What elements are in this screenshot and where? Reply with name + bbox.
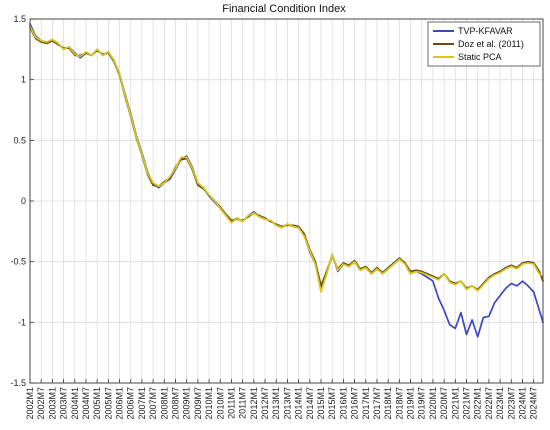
x-tick-label: 2002M7 <box>36 387 46 420</box>
chart-title: Financial Condition Index <box>222 3 346 15</box>
x-tick-label: 2022M7 <box>484 387 494 420</box>
x-tick-label: 2011M7 <box>238 387 248 419</box>
y-tick-label: 1.5 <box>13 14 26 24</box>
x-tick-label: 2012M1 <box>249 387 259 420</box>
x-tick-label: 2008M1 <box>159 387 169 420</box>
x-tick-label: 2007M1 <box>137 387 147 420</box>
x-tick-label: 2008M7 <box>171 387 181 420</box>
legend-label: Static PCA <box>458 52 502 62</box>
x-tick-label: 2003M7 <box>59 387 69 420</box>
series-lines <box>29 23 544 338</box>
x-tick-label: 2006M1 <box>115 387 125 420</box>
x-tick-label: 2019M1 <box>406 387 416 420</box>
y-tick-label: -1 <box>18 317 26 327</box>
x-tick-label: 2021M1 <box>450 387 460 420</box>
x-tick-label: 2023M1 <box>495 387 505 420</box>
x-tick-label: 2005M7 <box>103 387 113 420</box>
x-tick-label: 2014M1 <box>294 387 304 420</box>
x-tick-label: 2017M1 <box>361 387 371 420</box>
plot-area: 1.510.50-0.5-1-1.5 2002M1 2002M7 2003M1 200… <box>10 14 544 420</box>
x-tick-label: 2017M7 <box>372 387 382 420</box>
x-tick-label: 2014M7 <box>305 387 315 420</box>
x-tick-label: 2009M7 <box>193 387 203 420</box>
x-tick-label: 2021M7 <box>462 387 472 420</box>
x-tick-label: 2009M1 <box>182 387 192 420</box>
legend: TVP-KFAVAR Doz et al. (2011) Static PCA <box>427 21 541 67</box>
x-tick-label: 2018M7 <box>394 387 404 420</box>
x-tick-label: 2019M7 <box>417 387 427 420</box>
series-line-2 <box>29 25 544 293</box>
y-tick-label: -1.5 <box>10 378 26 388</box>
x-axis: 2002M1 2002M7 2003M1 2003M7 2004M1 2004M7 2005… <box>25 379 539 420</box>
x-tick-label: 2016M1 <box>338 387 348 420</box>
x-tick-label: 2007M7 <box>148 387 158 420</box>
x-tick-label: 2024M7 <box>529 387 539 420</box>
legend-label: TVP-KFAVAR <box>458 26 513 36</box>
y-tick-label: -0.5 <box>10 257 26 267</box>
y-tick-label: 1 <box>21 75 26 85</box>
x-tick-label: 2005M1 <box>92 387 102 420</box>
x-tick-label: 2002M1 <box>25 387 35 420</box>
x-tick-label: 2024M1 <box>517 387 527 420</box>
x-tick-label: 2020M1 <box>428 387 438 420</box>
x-tick-label: 2018M1 <box>383 387 393 420</box>
x-tick-label: 2004M1 <box>70 387 80 420</box>
x-tick-label: 2015M1 <box>316 387 326 420</box>
x-tick-label: 2004M7 <box>81 387 91 420</box>
x-tick-label: 2013M1 <box>271 387 281 420</box>
y-tick-label: 0 <box>21 196 26 206</box>
x-tick-label: 2006M7 <box>126 387 136 420</box>
x-tick-label: 2011M1 <box>226 387 236 419</box>
x-tick-label: 2013M7 <box>282 387 292 420</box>
y-axis: 1.5 1 0.5 0 -0.5 -1 -1.5 <box>10 14 34 388</box>
y-tick-label: 0.5 <box>13 135 26 145</box>
x-tick-label: 2010M7 <box>215 387 225 420</box>
x-tick-label: 2016M7 <box>350 387 360 420</box>
x-tick-label: 2015M7 <box>327 387 337 420</box>
x-tick-label: 2003M1 <box>47 387 57 420</box>
legend-label: Doz et al. (2011) <box>458 39 524 49</box>
x-tick-label: 2023M7 <box>506 387 516 420</box>
x-tick-label: 2022M1 <box>473 387 483 420</box>
x-tick-label: 2010M1 <box>204 387 214 420</box>
x-tick-label: 2020M7 <box>439 387 449 420</box>
x-tick-label: 2012M7 <box>260 387 270 420</box>
